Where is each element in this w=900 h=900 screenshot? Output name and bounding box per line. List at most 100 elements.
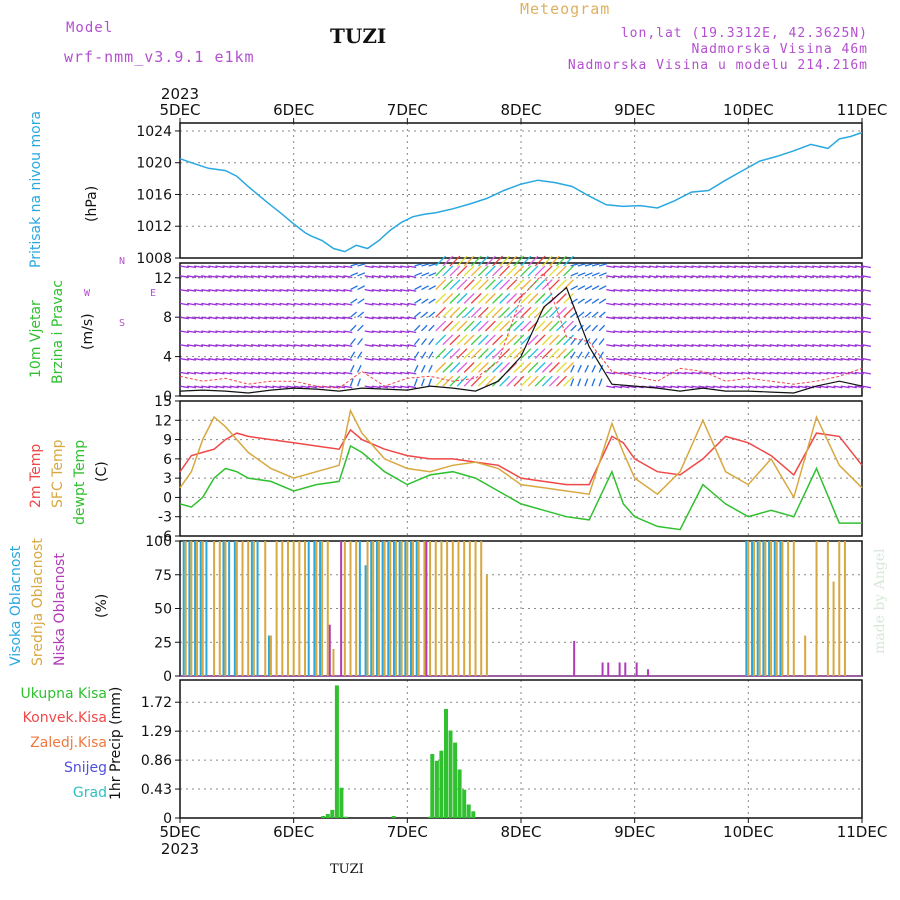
- wind-barb: [243, 275, 253, 279]
- wind-barb: [812, 371, 822, 375]
- wind-barb: [527, 334, 539, 346]
- wind-barb: [726, 265, 737, 269]
- wind-barb: [670, 330, 680, 334]
- wind-barb: [627, 275, 637, 279]
- wind-barb: [719, 357, 729, 361]
- wind-barb: [194, 265, 204, 269]
- wind-barb: [265, 371, 275, 375]
- wind-barb: [336, 385, 346, 389]
- wind-barb: [534, 320, 546, 332]
- wind-barb: [336, 316, 346, 320]
- wind-barb: [499, 375, 511, 387]
- wind-barb: [463, 362, 475, 373]
- date-label-top: 7DEC: [387, 101, 428, 119]
- wind-barb: [797, 357, 808, 361]
- wind-barb: [428, 364, 433, 373]
- wind-barb: [470, 293, 482, 304]
- wind-barb: [584, 351, 590, 359]
- precip-bar: [334, 685, 339, 818]
- wind-barb: [819, 265, 829, 269]
- wind-barb: [861, 275, 872, 279]
- wind-barb: [258, 288, 268, 292]
- wind-barb: [812, 316, 822, 320]
- wind-barb: [613, 288, 623, 292]
- wind-barb: [321, 316, 332, 320]
- compass-w: W: [84, 288, 91, 299]
- wind-barb: [321, 330, 332, 334]
- wind-barb: [265, 357, 275, 361]
- precip-bar: [462, 789, 467, 818]
- wind-arrows: [179, 255, 872, 389]
- wind-barb: [435, 279, 447, 291]
- wind-barb: [385, 371, 396, 375]
- wind-barb: [314, 316, 324, 320]
- wind-barb: [634, 371, 644, 375]
- wind-barb: [364, 302, 374, 306]
- wind-barb: [719, 316, 729, 320]
- y-tick-label: 0: [163, 811, 172, 827]
- wind-barb: [485, 320, 496, 332]
- wind-barb: [698, 357, 708, 361]
- wind-barb: [598, 324, 606, 332]
- wind-barb: [776, 344, 786, 347]
- wind-barb: [570, 364, 575, 373]
- wind-barb: [527, 255, 539, 267]
- wind-barb: [250, 302, 261, 306]
- wind-barb: [805, 357, 815, 361]
- wind-barb: [726, 316, 737, 320]
- wind-barb: [527, 265, 539, 277]
- wind-barb: [321, 357, 332, 361]
- wind-barb: [499, 334, 511, 346]
- wind-barb: [670, 265, 680, 269]
- y-tick-label: 0: [163, 389, 172, 405]
- wind-barb: [477, 362, 489, 373]
- wind-barb: [726, 344, 737, 347]
- wind-barb: [734, 385, 744, 389]
- wind-barb: [250, 265, 261, 269]
- wind-barb: [705, 265, 715, 269]
- y-tick-label: 0.86: [141, 753, 172, 769]
- wind-barb: [449, 362, 461, 373]
- wind-barb: [769, 275, 779, 279]
- wind-barb: [201, 288, 211, 292]
- wind-barb: [364, 385, 374, 389]
- wind-barb: [854, 265, 864, 269]
- wind-barb: [776, 275, 786, 279]
- wind-barb: [584, 298, 592, 304]
- wind-barb: [677, 265, 687, 269]
- wind-barb: [705, 288, 715, 292]
- wind-barb: [734, 344, 744, 347]
- wind-barb: [179, 302, 190, 306]
- wind-barb: [314, 330, 324, 334]
- wind-barb: [336, 265, 346, 269]
- wind-barb: [179, 316, 190, 320]
- wind-barb: [393, 344, 403, 347]
- wind-barb: [691, 275, 701, 279]
- wind-barb: [229, 288, 239, 292]
- wind-barb: [385, 330, 396, 334]
- wind-barb: [343, 385, 353, 389]
- wind-barb: [762, 275, 772, 279]
- wind-barb: [520, 375, 532, 387]
- wind-barb: [485, 265, 496, 277]
- wind-barb: [833, 371, 843, 375]
- wind-barb: [847, 385, 857, 389]
- wind-barb: [215, 275, 225, 279]
- wind-speed-line: [179, 286, 863, 394]
- wind-barb: [741, 357, 751, 361]
- wind-barb: [506, 306, 518, 318]
- wind-barb: [385, 344, 396, 347]
- wind-barb: [570, 272, 579, 277]
- wind-barb: [854, 330, 864, 334]
- compass-e: E: [150, 288, 157, 299]
- wind-barb: [591, 272, 600, 277]
- wind-barb: [371, 344, 381, 347]
- date-label-bottom: 7DEC: [387, 823, 428, 841]
- wind-barb: [819, 275, 829, 279]
- wind-barb: [847, 316, 857, 320]
- wind-barb: [286, 302, 296, 306]
- wind-barb: [790, 330, 800, 334]
- wind-barb: [812, 330, 822, 334]
- wind-barb: [783, 330, 793, 334]
- wind-barb: [222, 265, 232, 269]
